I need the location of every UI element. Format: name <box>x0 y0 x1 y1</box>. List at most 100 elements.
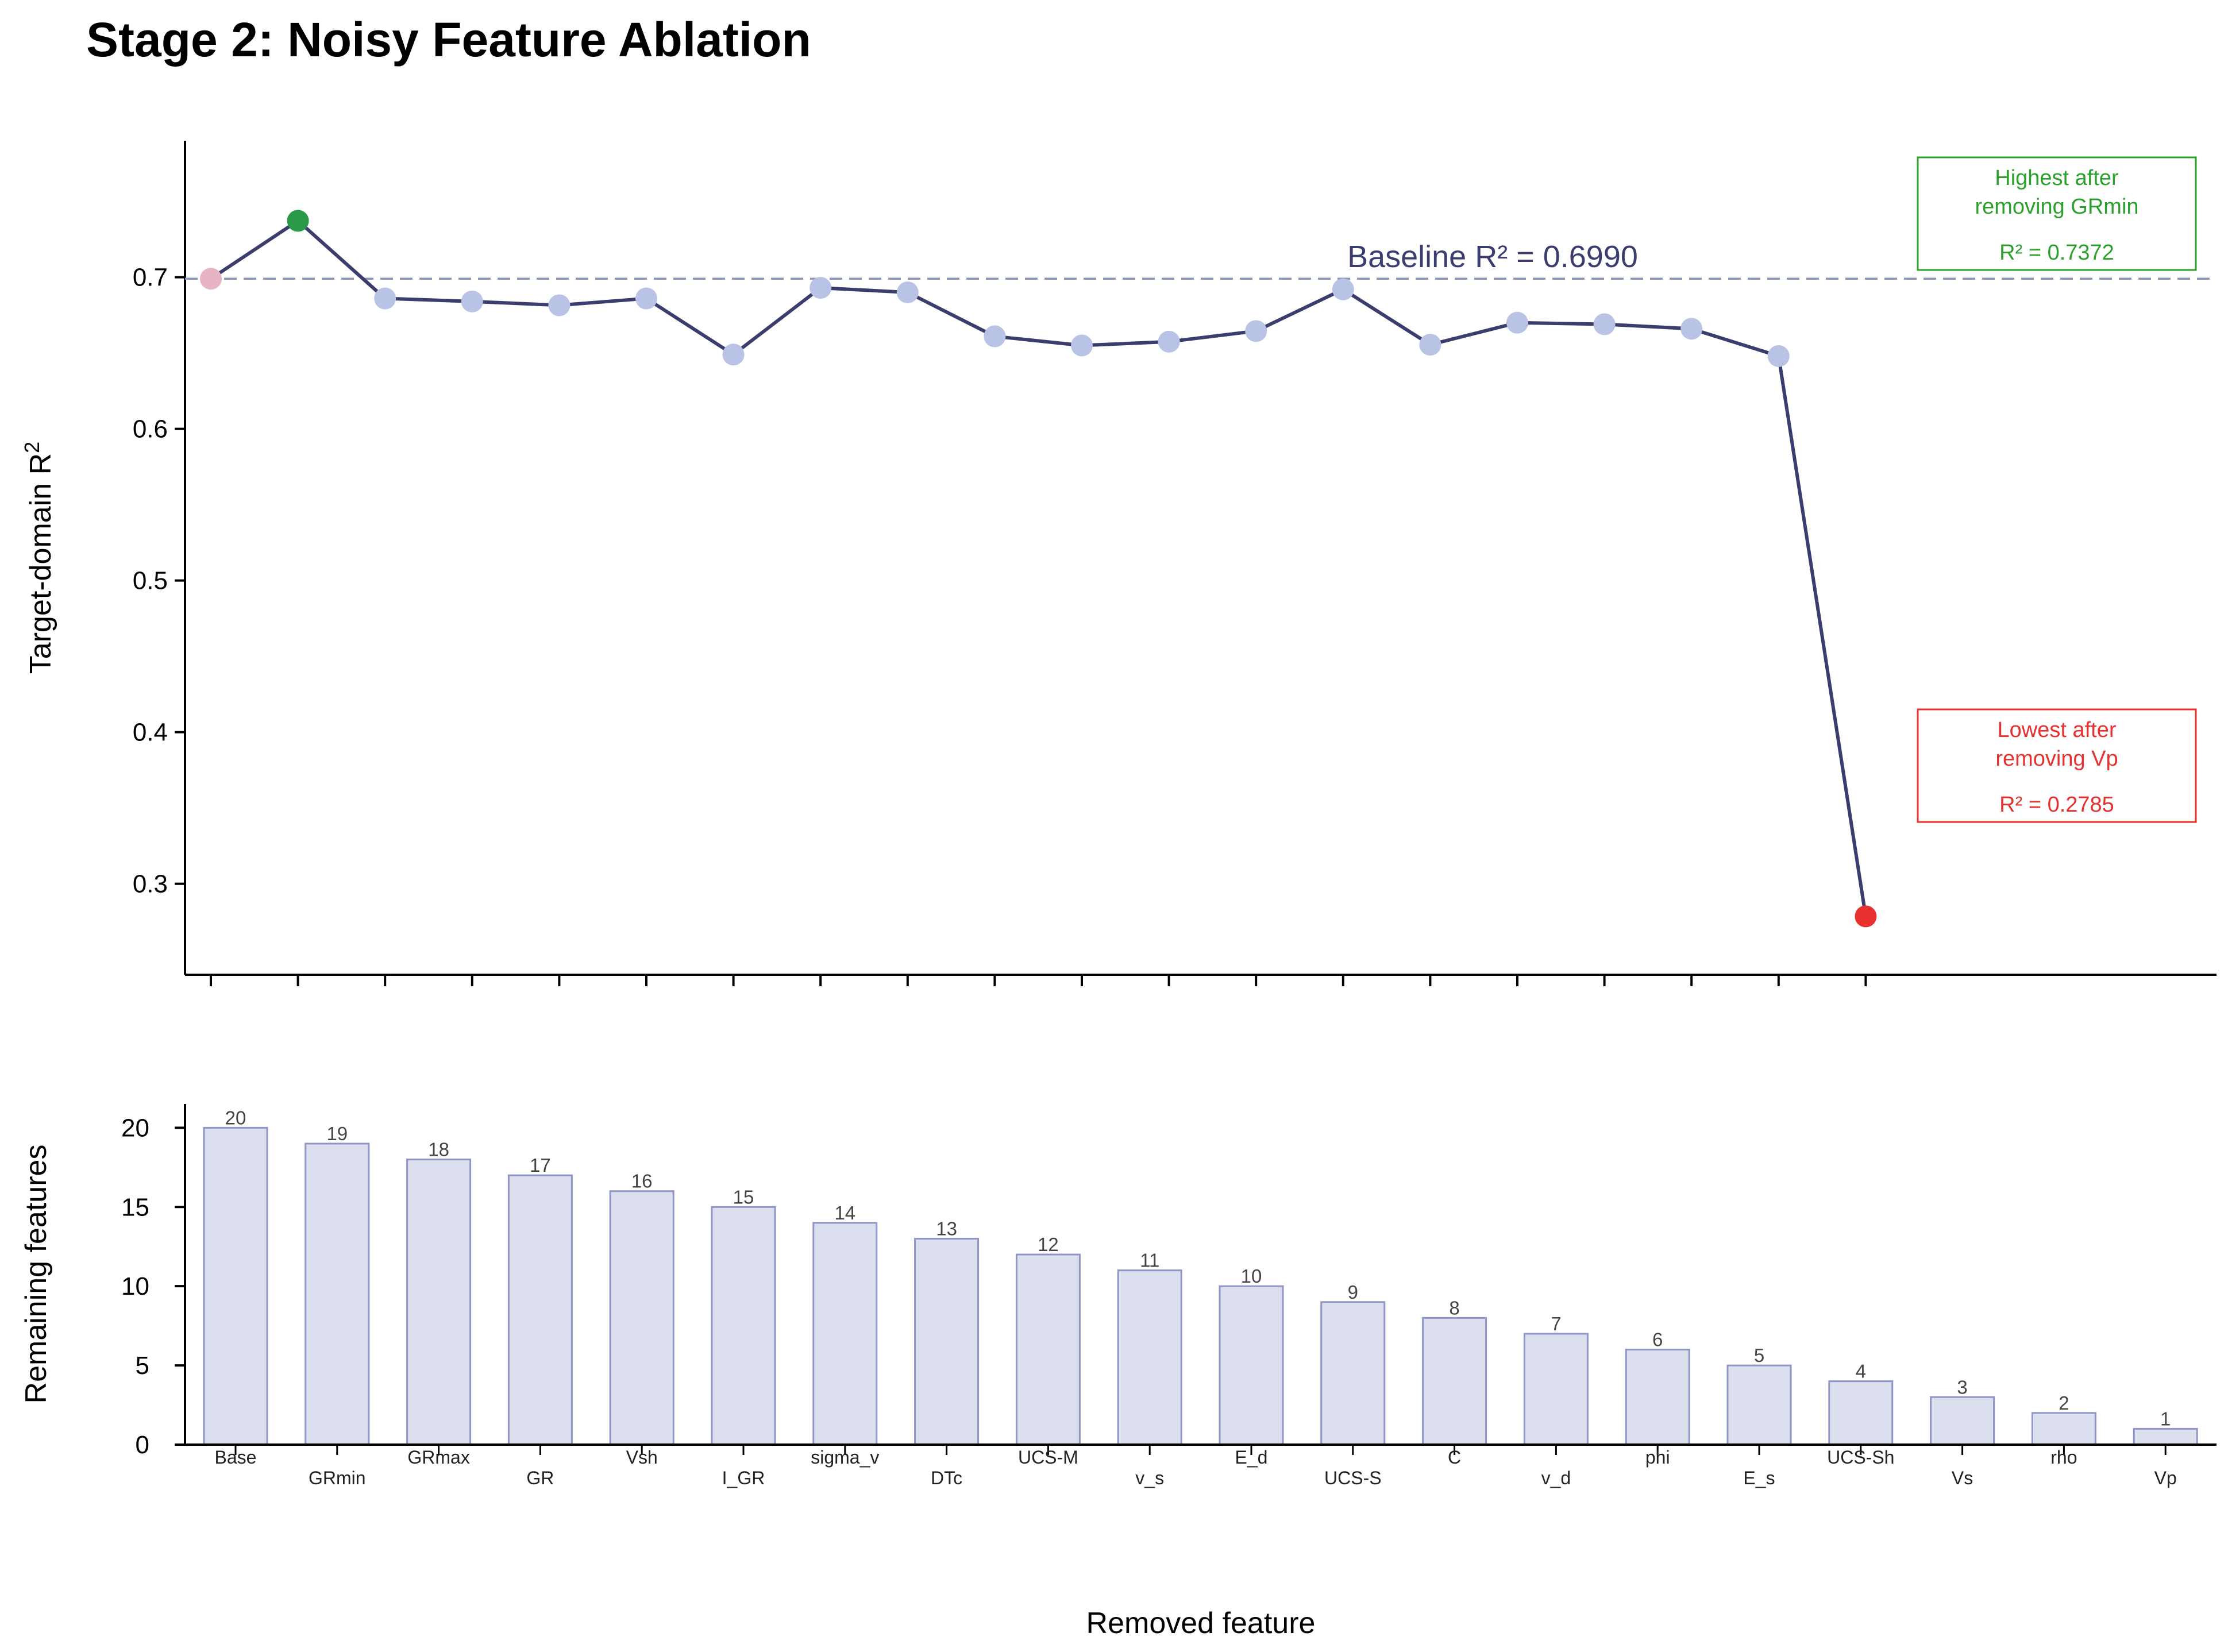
bottom-y-tick-label: 5 <box>136 1352 149 1380</box>
category-label: GRmin <box>309 1468 366 1488</box>
top-y-tick-label: 0.4 <box>133 719 168 747</box>
bar-value-label: 2 <box>2059 1392 2069 1414</box>
bar <box>1422 1317 1487 1446</box>
r2-point <box>722 343 745 366</box>
bar-value-label: 13 <box>936 1218 957 1239</box>
top-y-tick-label: 0.6 <box>133 415 168 443</box>
top-y-tick-label: 0.5 <box>133 567 168 595</box>
r2-point <box>635 287 657 310</box>
r2-point <box>374 287 396 310</box>
bottom-y-tick-label: 0 <box>136 1431 149 1459</box>
bar-value-labels: 20 19 18 17 16 15 14 13 12 11 10 9 8 7 6 5 4 3 2 1 <box>225 1107 2171 1429</box>
best-annotation-box <box>1917 156 2197 271</box>
r2-series-line <box>210 219 1868 917</box>
top-y-axis-label: Target-domain R2 <box>20 442 57 674</box>
category-label: GRmax <box>407 1447 469 1468</box>
bar-value-label: 16 <box>631 1171 653 1192</box>
top-y-axis-ticks: 0.3 0.4 0.5 0.6 0.7 <box>133 264 185 898</box>
worst-annotation-line-2: removing Vp <box>1995 747 2118 771</box>
r2-point <box>1680 318 1703 340</box>
bar-value-label: 1 <box>2160 1408 2171 1429</box>
bar <box>1726 1364 1792 1446</box>
worst-annotation-line-3: R² = 0.2785 <box>1999 793 2114 817</box>
best-annotation-line-1: Highest after <box>1995 166 2119 190</box>
bar-value-label: 10 <box>1241 1265 1262 1287</box>
bar <box>507 1174 573 1446</box>
bar-value-label: 6 <box>1652 1329 1663 1350</box>
bar <box>711 1206 776 1446</box>
top-y-tick-label: 0.7 <box>133 264 168 292</box>
bar <box>1219 1285 1284 1446</box>
bar-value-label: 17 <box>530 1155 551 1176</box>
bar-value-label: 19 <box>326 1123 348 1144</box>
baseline-label: Baseline R² = 0.6990 <box>1347 240 1638 274</box>
bar-value-label: 15 <box>733 1186 754 1207</box>
r2-point <box>1593 313 1616 335</box>
r2-point <box>984 325 1006 348</box>
best-annotation-line-2: removing GRmin <box>1975 195 2138 219</box>
r2-point <box>1767 345 1790 367</box>
worst-annotation-line-1: Lowest after <box>1998 718 2117 742</box>
category-label: E_s <box>1743 1468 1775 1488</box>
worst-annotation: Lowest after removing Vp R² = 0.2785 <box>1917 708 2197 823</box>
r2-point <box>810 277 832 299</box>
bar <box>1015 1253 1081 1446</box>
category-label: GR <box>526 1468 554 1488</box>
bar <box>406 1159 472 1446</box>
category-label: phi <box>1645 1447 1670 1468</box>
category-label: UCS-S <box>1324 1468 1382 1488</box>
category-label: C <box>1448 1447 1461 1468</box>
bar <box>1828 1380 1894 1446</box>
top-y-tick-label: 0.3 <box>133 870 168 898</box>
best-annotation-line-3: R² = 0.7372 <box>1999 241 2114 265</box>
bar-value-label: 7 <box>1551 1313 1561 1334</box>
bar-value-label: 20 <box>225 1107 246 1128</box>
r2-point <box>548 294 571 316</box>
bars <box>203 1126 2198 1446</box>
category-label: v_d <box>1541 1468 1571 1488</box>
worst-annotation-box <box>1917 708 2197 823</box>
top-x-axis-ticks <box>210 975 1867 986</box>
bar <box>1117 1269 1182 1446</box>
bar-value-label: 5 <box>1754 1345 1764 1366</box>
bar <box>304 1142 370 1446</box>
bar-value-label: 4 <box>1856 1361 1866 1382</box>
bar <box>609 1190 674 1446</box>
bar <box>1320 1301 1386 1446</box>
bar-value-label: 12 <box>1038 1234 1059 1255</box>
r2-point-highest <box>287 210 309 232</box>
bar <box>2133 1427 2198 1446</box>
bar <box>1625 1349 1690 1446</box>
bar-value-label: 18 <box>428 1139 449 1160</box>
bottom-y-tick-label: 20 <box>121 1114 149 1142</box>
category-label: UCS-M <box>1018 1447 1078 1468</box>
r2-point <box>461 290 483 312</box>
bar-value-label: 14 <box>834 1202 855 1223</box>
r2-point-base <box>200 268 222 290</box>
r2-series-points <box>200 210 1877 928</box>
category-label: UCS-Sh <box>1827 1447 1894 1468</box>
bar-value-label: 8 <box>1449 1297 1459 1318</box>
r2-point <box>1158 330 1180 353</box>
best-annotation: Highest after removing GRmin R² = 0.7372 <box>1917 156 2197 271</box>
category-label: Vsh <box>626 1447 658 1468</box>
category-label: E_d <box>1235 1447 1268 1468</box>
bar-value-label: 11 <box>1140 1250 1159 1271</box>
bottom-y-axis-label: Remaining features <box>20 1145 53 1404</box>
r2-point <box>1419 334 1441 356</box>
bar <box>1930 1396 1995 1446</box>
bottom-y-tick-label: 15 <box>121 1193 149 1221</box>
r2-point <box>1245 320 1267 342</box>
category-label: Vs <box>1952 1468 1973 1488</box>
chart-title: Stage 2: Noisy Feature Ablation <box>86 13 811 67</box>
category-label: Vp <box>2154 1468 2177 1488</box>
r2-point <box>1071 334 1093 357</box>
x-axis-label: Removed feature <box>1086 1607 1316 1640</box>
category-label: Base <box>215 1447 257 1468</box>
r2-point <box>1332 278 1354 300</box>
category-label: v_s <box>1135 1468 1164 1488</box>
r2-point <box>1506 311 1528 334</box>
bar <box>812 1222 878 1446</box>
bottom-y-axis-ticks: 0 5 10 15 20 <box>121 1114 185 1459</box>
